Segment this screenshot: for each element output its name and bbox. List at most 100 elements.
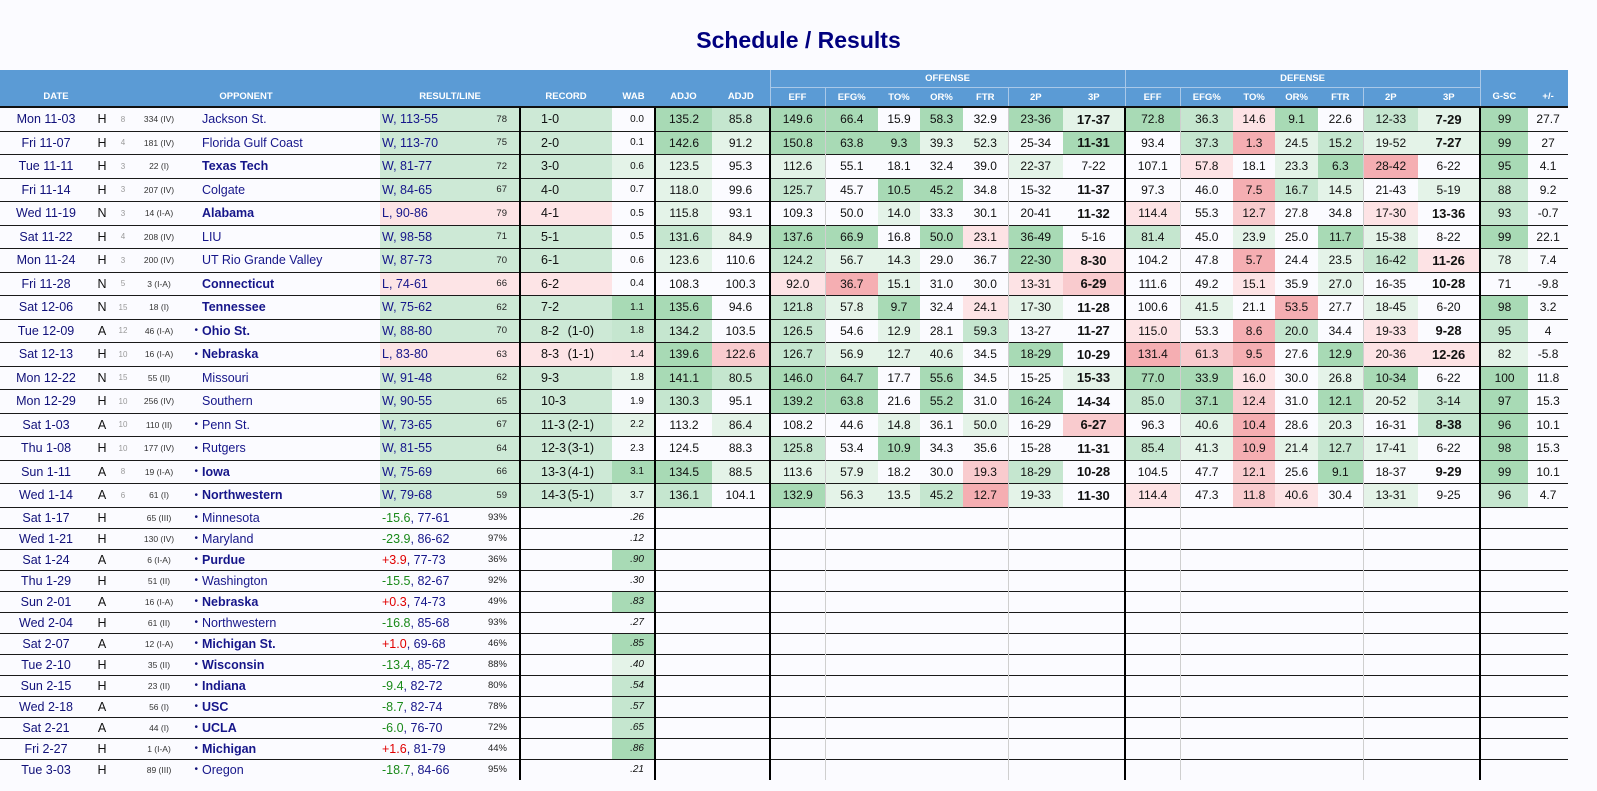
record-cell [519,569,612,591]
result-cell[interactable]: W, 91-48 62 [380,365,520,390]
col-gsc[interactable]: G-SC [1479,87,1529,107]
projection-cell[interactable]: -13.485-72 88% [380,653,520,675]
col-def-efg-pct[interactable]: EFG% [1179,87,1234,107]
col-adjo[interactable]: ADJO [655,70,712,107]
result-cell[interactable]: W, 75-62 62 [380,295,520,319]
opponent-link[interactable]: USC [202,695,380,717]
projection-cell[interactable]: -16.885-68 93% [380,611,520,633]
opponent-link[interactable]: Connecticut [202,271,380,296]
col-record[interactable]: RECORD [520,70,612,107]
opponent-link[interactable]: Purdue [202,548,380,570]
result-cell[interactable]: L, 83-80 63 [380,342,520,366]
col-adjd[interactable]: ADJD [712,70,770,107]
overall-record: 4-0 [541,182,560,197]
record-cell [519,758,612,780]
col-opponent[interactable]: OPPONENT [112,70,380,107]
opponent-link[interactable]: Missouri [202,365,380,390]
col-def-or-pct[interactable]: OR% [1275,87,1319,107]
record-cell: 4-0 [519,177,612,202]
projection-cell[interactable]: -23.986-62 97% [380,527,520,549]
opponent-link[interactable]: Maryland [202,527,380,549]
result-cell[interactable]: W, 81-55 64 [380,436,520,460]
result-cell[interactable]: W, 98-58 71 [380,224,520,249]
projection-cell[interactable]: +3.977-73 36% [380,548,520,570]
col-off-efg-pct[interactable]: EFG% [824,87,878,107]
projection-cell[interactable]: -18.784-66 95% [380,758,520,780]
offense-to [878,590,920,612]
col-def-ftr[interactable]: FTR [1318,87,1364,107]
projection-cell[interactable]: -15.582-67 92% [380,569,520,591]
opponent-link[interactable]: Southern [202,389,380,413]
opponent-link[interactable]: Colgate [202,177,380,202]
opponent-link[interactable]: Penn St. [202,412,380,437]
result-cell[interactable]: L, 74-61 66 [380,271,520,296]
opponent-link[interactable]: Texas Tech [202,154,380,178]
game-location: N [92,201,112,225]
result-cell[interactable]: W, 75-69 66 [380,459,520,484]
offense-to [878,653,920,675]
opponent-link[interactable]: Wisconsin [202,653,380,675]
col-off-to-pct[interactable]: TO% [878,87,920,107]
opponent-link[interactable]: Washington [202,569,380,591]
result-cell[interactable]: W, 79-68 59 [380,483,520,507]
result-cell[interactable]: W, 81-77 72 [380,154,520,178]
col-off-eff[interactable]: EFF [769,87,825,107]
projection-cell[interactable]: -15.677-61 93% [380,506,520,528]
col-def-2p[interactable]: 2P [1362,87,1419,107]
col-wab[interactable]: WAB [612,70,655,107]
projection-cell[interactable]: +1.681-79 44% [380,737,520,759]
opponent-link[interactable]: Jackson St. [202,106,380,131]
opponent-link[interactable]: Minnesota [202,506,380,528]
offense-efg [824,674,878,696]
opponent-link[interactable]: Florida Gulf Coast [202,130,380,155]
opponent-link[interactable]: Michigan St. [202,632,380,654]
col-off-2p[interactable]: 2P [1007,87,1063,107]
result-cell[interactable]: W, 73-65 67 [380,412,520,437]
col-off-ftr[interactable]: FTR [963,87,1008,107]
result-cell[interactable]: W, 90-55 65 [380,389,520,413]
opponent-link[interactable]: UCLA [202,716,380,738]
defense-to: 15.1 [1233,271,1276,296]
projection-cell[interactable]: -8.782-74 78% [380,695,520,717]
game-date: Sat 1-17 [0,506,92,528]
opponent-link[interactable]: Northwestern [202,483,380,507]
projection-cell[interactable]: -6.076-70 72% [380,716,520,738]
result-cell[interactable]: W, 113-55 78 [380,106,520,131]
opponent-link[interactable]: UT Rio Grande Valley [202,248,380,272]
result-cell[interactable]: W, 113-70 75 [380,130,520,155]
opponent-link[interactable]: Alabama [202,201,380,225]
col-date[interactable]: DATE [0,70,112,107]
opponent-link[interactable]: LIU [202,224,380,249]
result-cell[interactable]: W, 84-65 67 [380,177,520,202]
col-result[interactable]: RESULT/LINE [380,70,520,107]
opponent-link[interactable]: Indiana [202,674,380,696]
projection-cell[interactable]: -9.482-72 80% [380,674,520,696]
opponent-link[interactable]: Iowa [202,459,380,484]
result-cell[interactable]: W, 88-80 70 [380,318,520,343]
col-def-eff[interactable]: EFF [1124,87,1181,107]
projection-cell[interactable]: +1.069-68 46% [380,632,520,654]
offense-3p [1063,653,1126,675]
opponent-link[interactable]: Nebraska [202,590,380,612]
col-def-to-pct[interactable]: TO% [1233,87,1276,107]
projection-cell[interactable]: +0.374-73 49% [380,590,520,612]
conference-marker: • [184,459,202,484]
opponent-link[interactable]: Michigan [202,737,380,759]
opponent-link[interactable]: Rutgers [202,436,380,460]
col-def-3p[interactable]: 3P [1418,87,1481,107]
opponent-link[interactable]: Northwestern [202,611,380,633]
opponent-link[interactable]: Oregon [202,758,380,780]
opponent-link[interactable]: Tennessee [202,295,380,319]
col-off-3p[interactable]: 3P [1063,87,1126,107]
opponent-link[interactable]: Ohio St. [202,318,380,343]
result-cell[interactable]: W, 87-73 70 [380,248,520,272]
col-plus-minus[interactable]: +/- [1528,87,1569,107]
result-cell[interactable]: L, 90-86 79 [380,201,520,225]
overall-record: 12-3 [541,441,567,456]
wab-value: .12 [612,527,655,549]
offense-to [878,758,920,780]
opponent-link[interactable]: Nebraska [202,342,380,366]
defense-efg: 61.3 [1179,342,1234,366]
defense-eff: 85.0 [1124,389,1181,413]
col-off-or-pct[interactable]: OR% [920,87,963,107]
